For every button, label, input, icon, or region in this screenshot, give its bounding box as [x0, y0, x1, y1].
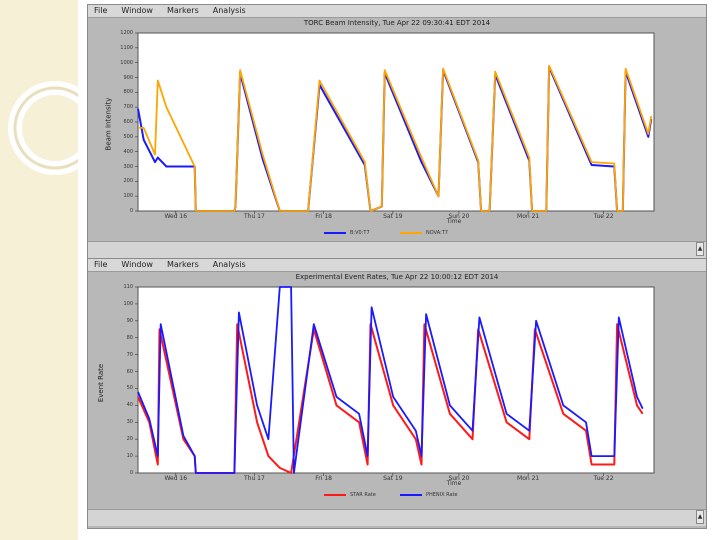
x-tick-label: Thu 17 — [244, 475, 265, 482]
menu-window[interactable]: Window — [121, 6, 153, 15]
menu-bar: File Window Markers Analysis — [88, 259, 706, 272]
y-tick-label: 80 — [126, 334, 133, 341]
y-tick-label: 110 — [123, 284, 133, 290]
legend-swatch-orange — [400, 232, 422, 234]
status-bar: ▲ — [88, 241, 706, 258]
chart-title: Experimental Event Rates, Tue Apr 22 10:… — [295, 273, 499, 281]
status-bar: ▲ — [88, 509, 706, 526]
y-tick-label: 30 — [126, 419, 133, 426]
y-tick-label: 1200 — [120, 30, 133, 36]
x-tick-label: Mon 21 — [517, 213, 540, 220]
series-line-phenix-rate — [137, 286, 644, 474]
x-tick-label: Tue 22 — [593, 213, 614, 220]
y-tick-label: 90 — [126, 317, 133, 324]
chart-title: TORC Beam Intensity, Tue Apr 22 09:30:41… — [303, 19, 491, 27]
x-tick-label: Sat 19 — [383, 213, 403, 220]
y-tick-label: 70 — [126, 351, 133, 358]
y-tick-label: 0 — [129, 470, 133, 476]
y-tick-label: 500 — [123, 133, 133, 140]
menu-window[interactable]: Window — [121, 260, 153, 269]
x-tick-label: Fri 18 — [315, 213, 332, 220]
legend-item-series-1: B:V0:T7 — [324, 230, 370, 236]
y-tick-label: 40 — [126, 402, 133, 409]
legend-item-series-1: STAR Rate — [324, 492, 376, 498]
menu-file[interactable]: File — [94, 6, 108, 15]
y-tick-label: 10 — [126, 453, 133, 460]
menu-markers[interactable]: Markers — [166, 260, 199, 269]
decorative-circles — [8, 81, 78, 175]
x-axis-label: Time — [446, 480, 462, 487]
scroll-arrow-icon[interactable]: ▲ — [696, 510, 704, 524]
y-tick-label: 900 — [123, 74, 133, 81]
menu-analysis[interactable]: Analysis — [212, 6, 246, 15]
y-tick-label: 1100 — [120, 44, 133, 51]
event-rates-window: File Window Markers Analysis Experimenta… — [87, 258, 707, 529]
y-tick-label: 50 — [126, 385, 133, 392]
y-tick-label: 300 — [123, 163, 133, 170]
y-tick-label: 1000 — [120, 59, 133, 66]
legend-label: PHENIX Rate — [426, 492, 458, 498]
legend-swatch-blue — [400, 494, 422, 496]
x-tick-label: Sat 19 — [383, 475, 403, 482]
legend-swatch-blue — [324, 232, 346, 234]
menu-bar: File Window Markers Analysis — [88, 5, 706, 18]
beam-intensity-window: File Window Markers Analysis TORC Beam I… — [87, 4, 707, 258]
legend-swatch-red — [324, 494, 346, 496]
legend-label: NOVA:T7 — [426, 230, 448, 236]
y-tick-label: 0 — [129, 208, 133, 214]
menu-markers[interactable]: Markers — [166, 6, 199, 15]
x-tick-label: Mon 21 — [517, 475, 540, 482]
scroll-arrow-icon[interactable]: ▲ — [696, 242, 704, 256]
x-tick-label: Sun 20 — [448, 213, 470, 220]
y-tick-label: 100 — [123, 300, 133, 307]
beam-intensity-plot[interactable] — [88, 5, 708, 259]
legend-item-series-2: PHENIX Rate — [400, 492, 458, 498]
deco-ring-inner — [13, 86, 78, 170]
plot-area — [137, 286, 655, 474]
x-tick-label: Wed 16 — [164, 475, 188, 482]
y-tick-label: 700 — [123, 104, 133, 111]
plot-area — [137, 32, 655, 212]
y-tick-label: 60 — [126, 368, 133, 375]
y-tick-label: 20 — [126, 436, 133, 443]
y-tick-label: 600 — [123, 119, 133, 125]
y-tick-label: 100 — [123, 193, 133, 200]
x-tick-label: Fri 18 — [315, 475, 332, 482]
menu-analysis[interactable]: Analysis — [212, 260, 246, 269]
y-tick-label: 800 — [123, 89, 133, 96]
x-tick-label: Tue 22 — [593, 475, 614, 482]
x-tick-label: Wed 16 — [164, 213, 188, 220]
y-tick-label: 400 — [123, 148, 133, 155]
x-tick-label: Thu 17 — [244, 213, 265, 220]
x-tick-label: Sun 20 — [448, 475, 470, 482]
legend-label: B:V0:T7 — [350, 230, 370, 236]
menu-file[interactable]: File — [94, 260, 108, 269]
x-axis-label: Time — [446, 218, 462, 225]
decorative-side-strip — [0, 0, 78, 540]
y-tick-label: 200 — [123, 178, 133, 185]
legend-item-series-2: NOVA:T7 — [400, 230, 448, 236]
series-line-nova-t7 — [138, 64, 653, 212]
event-rates-plot[interactable] — [88, 259, 708, 530]
legend-label: STAR Rate — [350, 492, 376, 498]
